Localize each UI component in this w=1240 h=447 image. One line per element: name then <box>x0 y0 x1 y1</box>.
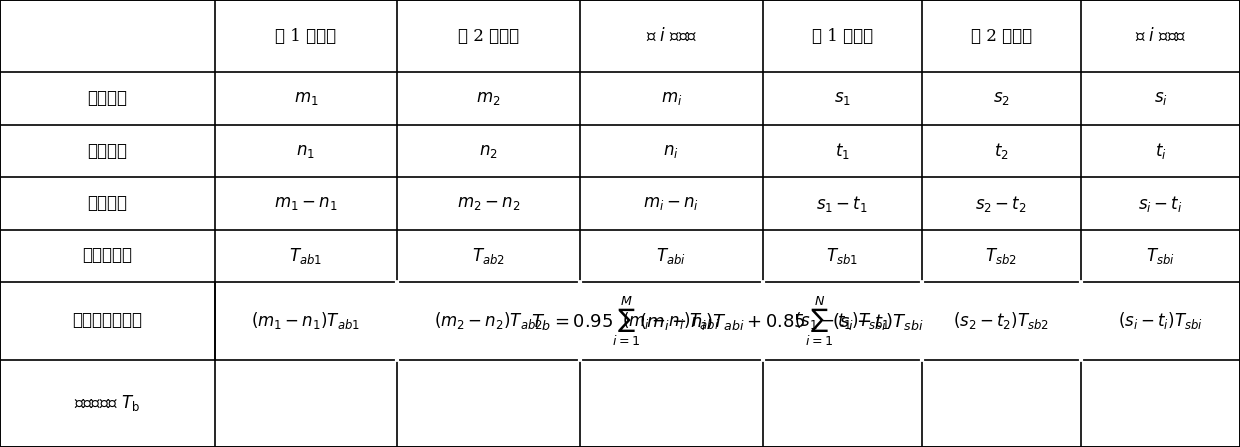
Text: 第 1 层镰芯: 第 1 层镰芯 <box>811 28 873 45</box>
Text: 综合拉断力 $T_\mathrm{b}$: 综合拉断力 $T_\mathrm{b}$ <box>74 393 140 413</box>
Text: $n_2$: $n_2$ <box>479 143 498 160</box>
Text: $m_1-n_1$: $m_1-n_1$ <box>274 195 337 212</box>
Text: 第 $i$ 层铝线: 第 $i$ 层铝线 <box>646 28 697 45</box>
Text: $n_1$: $n_1$ <box>296 143 315 160</box>
Text: $m_i-n_i$: $m_i-n_i$ <box>644 195 699 212</box>
Text: $T_{ab1}$: $T_{ab1}$ <box>289 246 322 266</box>
Text: 断根数量: 断根数量 <box>87 143 128 160</box>
Text: $T_{sbi}$: $T_{sbi}$ <box>1146 246 1174 266</box>
Text: $m_i$: $m_i$ <box>661 90 682 107</box>
Text: $(m_2-n_2)T_{ab2}$: $(m_2-n_2)T_{ab2}$ <box>434 310 543 331</box>
Text: 原有根数: 原有根数 <box>87 90 128 107</box>
Text: 第 2 层铝线: 第 2 层铝线 <box>458 28 520 45</box>
Text: $T_b=0.95\sum_{i=1}^{M}\left(m_i-n_i\right)T_{abi}+0.85\sum_{i=1}^{N}\left(s_i-t: $T_b=0.95\sum_{i=1}^{M}\left(m_i-n_i\rig… <box>531 294 924 348</box>
Text: 每层综合拉断力: 每层综合拉断力 <box>72 312 143 329</box>
Text: $m_1$: $m_1$ <box>294 90 319 107</box>
Text: $t_2$: $t_2$ <box>994 141 1008 161</box>
Text: $n_i$: $n_i$ <box>663 143 680 160</box>
Text: 第 1 层铝线: 第 1 层铝线 <box>275 28 336 45</box>
Text: $t_1$: $t_1$ <box>835 141 849 161</box>
Text: $s_1$: $s_1$ <box>833 90 851 107</box>
Text: $(s_i-t_i)T_{sbi}$: $(s_i-t_i)T_{sbi}$ <box>1118 310 1203 331</box>
Text: $s_i$: $s_i$ <box>1153 90 1167 107</box>
Text: $s_1-t_1$: $s_1-t_1$ <box>816 194 868 214</box>
Text: $(s_2-t_2)T_{sb2}$: $(s_2-t_2)T_{sb2}$ <box>954 310 1049 331</box>
Text: $s_2-t_2$: $s_2-t_2$ <box>976 194 1027 214</box>
Text: $t_i$: $t_i$ <box>1154 141 1167 161</box>
Text: 第 $i$ 层镰芯: 第 $i$ 层镰芯 <box>1135 28 1185 45</box>
Text: 第 2 层镰芯: 第 2 层镰芯 <box>971 28 1032 45</box>
Text: $s_i-t_i$: $s_i-t_i$ <box>1138 194 1183 214</box>
Text: 有效根数: 有效根数 <box>87 195 128 212</box>
Text: $(m_1-n_1)T_{ab1}$: $(m_1-n_1)T_{ab1}$ <box>252 310 361 331</box>
Text: $T_{abi}$: $T_{abi}$ <box>656 246 686 266</box>
Text: $T_{ab2}$: $T_{ab2}$ <box>472 246 505 266</box>
Text: $(s_1-t_1)T_{sb1}$: $(s_1-t_1)T_{sb1}$ <box>794 310 890 331</box>
Text: $T_{sb2}$: $T_{sb2}$ <box>986 246 1017 266</box>
Text: $(m_i-n_i)T_{abi}$: $(m_i-n_i)T_{abi}$ <box>622 310 720 331</box>
Text: $s_2$: $s_2$ <box>993 90 1009 107</box>
Text: $m_2-n_2$: $m_2-n_2$ <box>456 195 520 212</box>
Text: $T_{sb1}$: $T_{sb1}$ <box>826 246 858 266</box>
Text: 平均拉断力: 平均拉断力 <box>82 248 133 265</box>
Text: $m_2$: $m_2$ <box>476 90 501 107</box>
